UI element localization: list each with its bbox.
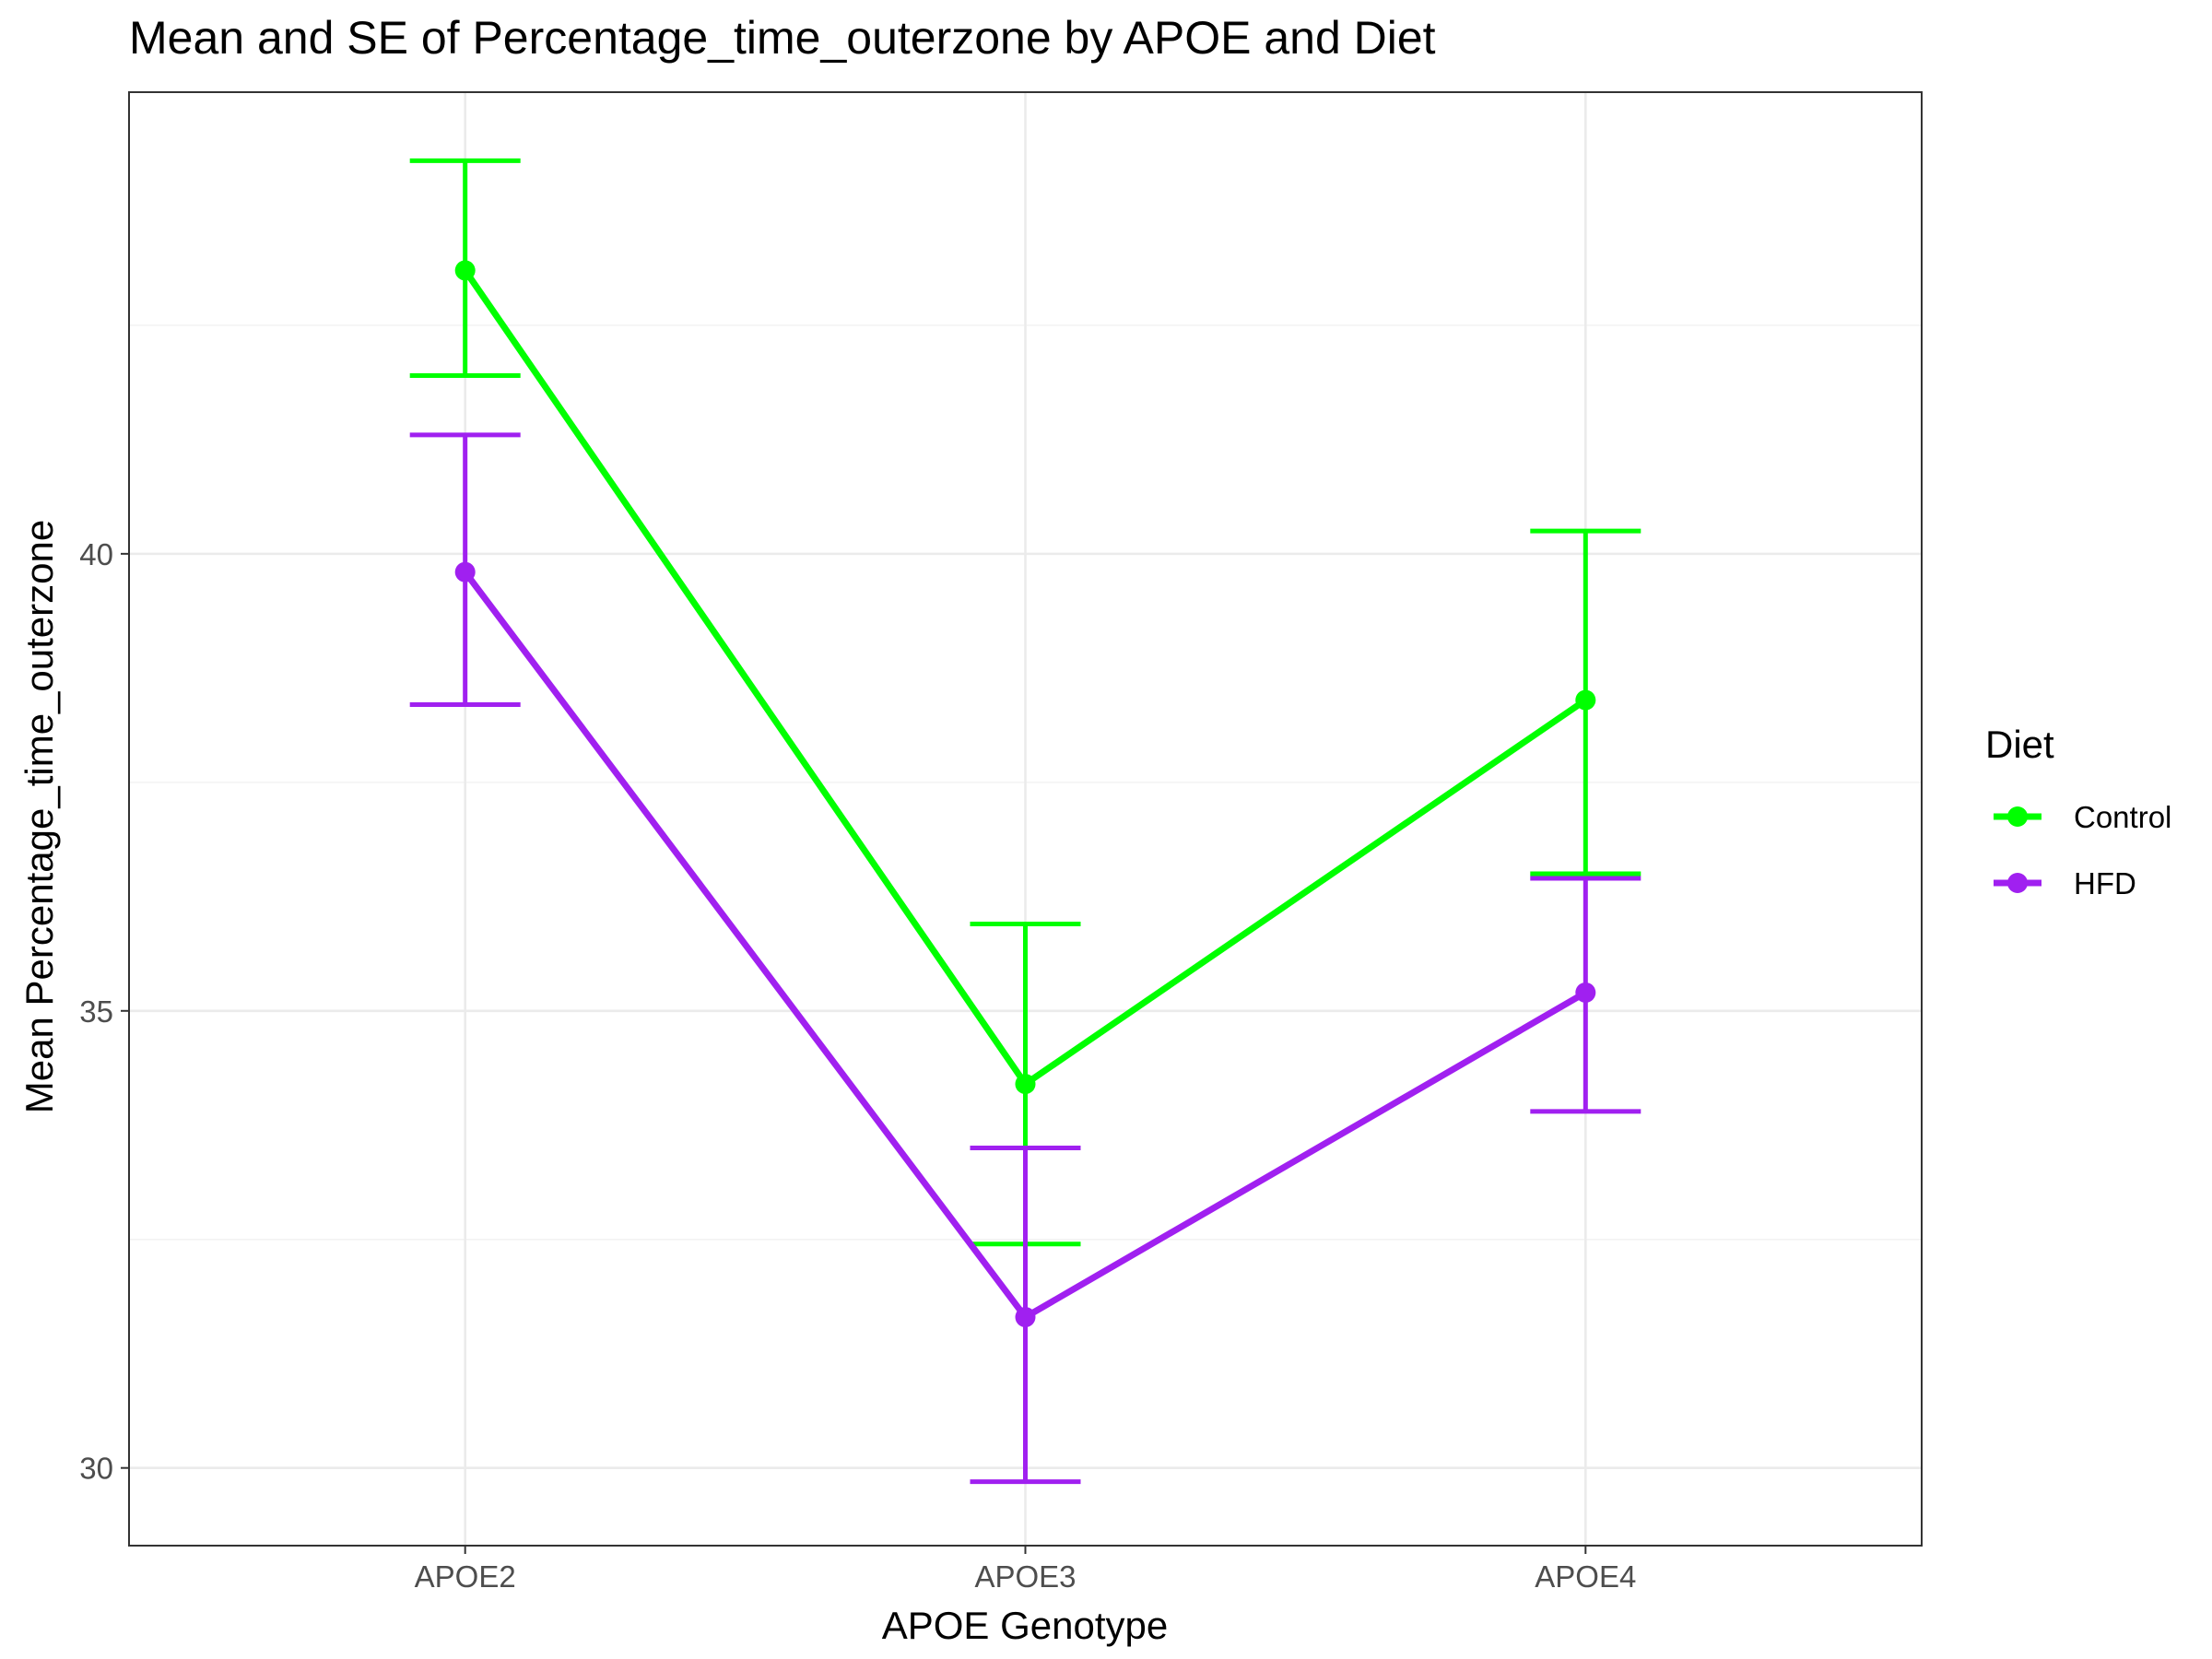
x-tick-label: APOE3 <box>974 1559 1076 1594</box>
y-tick-label: 40 <box>79 537 113 571</box>
legend-key-point <box>2007 873 2028 893</box>
y-axis-title: Mean Percentage_time_outerzone <box>18 520 61 1113</box>
data-point <box>1015 1074 1036 1095</box>
x-tick-label: APOE2 <box>415 1559 516 1594</box>
y-tick-label: 35 <box>79 994 113 1029</box>
data-point <box>454 260 476 281</box>
series-control <box>409 158 1641 1247</box>
data-point <box>1575 689 1596 711</box>
series-layer <box>409 158 1641 1485</box>
data-point <box>1015 1307 1036 1328</box>
legend-key-control <box>1994 806 2041 827</box>
legend-label: Control <box>2074 800 2171 834</box>
x-tick-label: APOE4 <box>1535 1559 1636 1594</box>
data-point <box>1575 982 1596 1003</box>
legend: Diet Control HFD <box>1985 723 2171 900</box>
series-hfd <box>409 432 1641 1485</box>
data-point <box>454 561 476 582</box>
legend-key-hfd <box>1994 873 2041 893</box>
chart-title: Mean and SE of Percentage_time_outerzone… <box>129 12 1436 64</box>
legend-title: Diet <box>1985 723 2054 766</box>
x-axis-title: APOE Genotype <box>882 1604 1169 1647</box>
y-tick-label: 30 <box>79 1452 113 1486</box>
axes-layer: 30 35 40 APOE2 APOE3 APOE4 <box>79 537 1636 1594</box>
legend-key-point <box>2007 806 2028 827</box>
legend-label: HFD <box>2074 866 2136 900</box>
